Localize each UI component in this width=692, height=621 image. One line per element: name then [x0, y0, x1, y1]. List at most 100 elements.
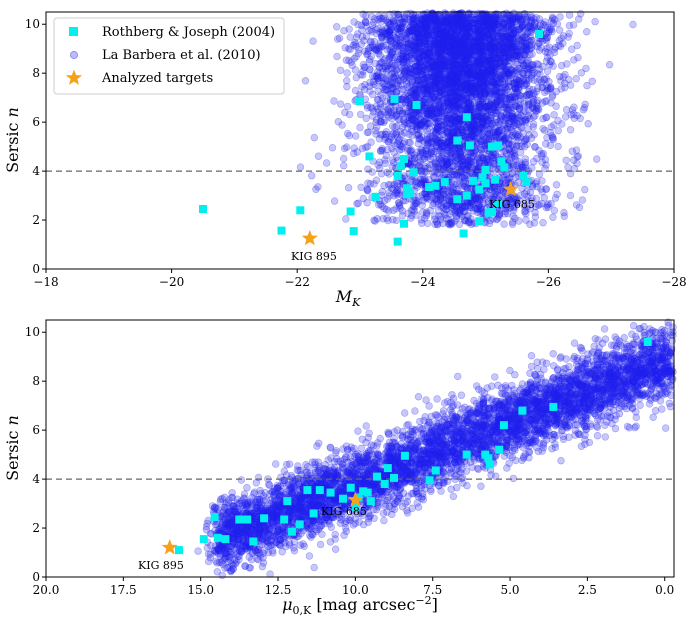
top-cloud-point: [491, 44, 499, 52]
top-cloud-point: [541, 48, 550, 56]
top-cloud-point: [372, 130, 380, 138]
top-cloud-point: [575, 203, 584, 212]
top-cloud-point: [343, 143, 351, 151]
top-cloud-point: [416, 58, 424, 66]
top-cloud-point: [433, 195, 441, 204]
top-cloud-point: [445, 99, 453, 107]
top-cloud-point: [449, 23, 458, 31]
top-cloud-point: [574, 53, 582, 62]
top-cloud-point: [372, 81, 380, 89]
top-cloud-point: [479, 118, 487, 126]
top-cloud-point: [487, 72, 496, 80]
top-cloud-point: [480, 18, 489, 26]
top-cloud-point: [363, 104, 372, 112]
top-cloud-point: [542, 185, 551, 193]
top-cloud-point: [537, 19, 545, 27]
top-cloud-point: [436, 78, 444, 87]
top-cloud-point: [452, 156, 460, 164]
top-cloud-point: [387, 103, 395, 112]
top-cloud-point: [449, 162, 457, 170]
top-cloud-point: [442, 202, 451, 210]
top-cloud-point: [573, 159, 581, 168]
top-cloud-point: [502, 125, 510, 133]
top-cloud-point: [507, 65, 515, 74]
top-cloud-point: [565, 11, 574, 19]
top-cloud-point: [400, 117, 408, 125]
top-cloud-point: [445, 137, 453, 145]
top-cloud-point: [426, 39, 434, 48]
top-cloud-point: [463, 153, 472, 161]
top-cloud-point: [470, 149, 478, 158]
top-cloud-point: [383, 46, 391, 54]
top-cloud-point: [449, 48, 458, 57]
top-cloud-point: [542, 81, 551, 90]
top-cloud-point: [492, 65, 500, 73]
top-cloud-point: [467, 49, 475, 57]
top-cloud-point: [393, 179, 402, 188]
top-cloud-point: [379, 74, 387, 82]
top-cloud-point: [455, 220, 464, 229]
top-cloud-point: [433, 125, 441, 133]
top-cloud-point: [550, 111, 558, 119]
top-cloud-point: [340, 144, 349, 153]
top-cloud-point: [474, 55, 483, 64]
top-cloud-point: [470, 39, 478, 47]
top-cloud-point: [426, 195, 434, 204]
top-cloud-point: [500, 147, 508, 156]
top-cloud-point: [498, 84, 506, 93]
top-cloud-point: [451, 114, 459, 122]
top-cloud-point: [531, 143, 539, 151]
top-cloud-point: [402, 52, 410, 61]
top-cloud-point: [363, 199, 371, 207]
top-cloud-point: [463, 83, 471, 91]
top-cloud-point: [395, 23, 403, 32]
top-cloud-point: [465, 217, 473, 226]
top-cloud-point: [526, 204, 534, 213]
top-cloud-point: [436, 155, 444, 163]
top-cloud-point: [474, 27, 482, 36]
top-cloud-point: [470, 79, 479, 88]
top-cloud-point: [415, 82, 424, 90]
top-cloud-point: [467, 106, 476, 114]
top-cloud-point: [473, 84, 481, 92]
top-cloud-point: [462, 41, 470, 49]
top-cloud-point: [439, 32, 447, 41]
top-cloud-point: [428, 105, 436, 113]
top-cloud-point: [381, 97, 390, 106]
top-cloud-point: [490, 42, 498, 50]
top-cloud-point: [500, 220, 508, 228]
top-cloud-point: [591, 17, 599, 26]
top-cloud-point: [416, 19, 424, 27]
top-cloud-point: [422, 150, 431, 159]
top-cloud-point: [412, 89, 420, 98]
top-cloud-point: [507, 44, 515, 52]
top-cloud-point: [515, 46, 523, 54]
top-cloud-point: [388, 163, 396, 171]
top-cloud-point: [485, 129, 494, 137]
top-cloud-point: [480, 119, 488, 127]
top-cloud-point: [465, 61, 473, 70]
top-cloud-point: [439, 162, 448, 170]
top-cloud-point: [413, 28, 421, 36]
top-cloud-point: [419, 155, 427, 164]
top-cloud-point: [522, 39, 530, 47]
top-cloud-point: [402, 30, 411, 39]
top-cloud-point: [416, 135, 424, 143]
top-cloud-point: [514, 178, 522, 187]
top-cloud-point: [437, 75, 446, 83]
top-cloud-point: [433, 79, 441, 87]
top-cloud-point: [549, 15, 557, 23]
top-cloud-point: [468, 92, 476, 101]
top-cloud-point: [464, 157, 472, 165]
top-cloud-point: [359, 71, 367, 79]
top-cloud-point: [466, 148, 474, 156]
top-cloud-point: [512, 80, 520, 89]
top-cloud-point: [515, 113, 523, 122]
top-cloud-point: [498, 33, 507, 41]
top-cloud-point: [506, 30, 514, 39]
top-cloud-point: [398, 33, 406, 41]
top-cloud-point: [385, 53, 394, 62]
top-cloud-point: [334, 117, 342, 126]
top-cloud-point: [334, 35, 342, 43]
top-cloud-point: [412, 197, 420, 205]
